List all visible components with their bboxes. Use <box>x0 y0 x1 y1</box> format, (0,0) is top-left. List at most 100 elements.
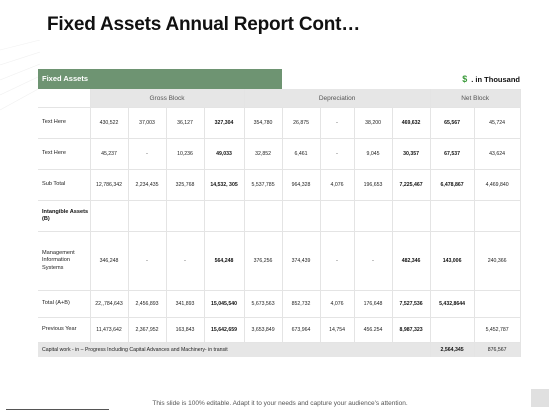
cell: 2,367,952 <box>128 317 167 343</box>
cell: 852,732 <box>282 290 321 318</box>
cell: 7,527,536 <box>392 290 431 318</box>
table-header-bar: Fixed Assets $. in Thousand <box>38 69 520 89</box>
cell: 564,248 <box>204 231 245 291</box>
fixed-assets-label: Fixed Assets <box>38 69 282 89</box>
cell: 964,328 <box>282 169 321 201</box>
cell: 5,537,785 <box>244 169 283 201</box>
cell: - <box>354 231 393 291</box>
cell: 876,567 <box>474 342 521 357</box>
cell: 240,366 <box>474 231 521 291</box>
table-row: Previous Year 11,473,642 2,367,952 163,8… <box>38 317 521 343</box>
cell: 37,003 <box>128 107 167 139</box>
cell <box>354 200 393 232</box>
cell: 376,256 <box>244 231 283 291</box>
dollar-icon: $ <box>462 74 468 84</box>
cell: 11,473,642 <box>90 317 129 343</box>
cell: 5,452,787 <box>474 317 521 343</box>
cell: 45,237 <box>90 138 129 170</box>
cell: 26,875 <box>282 107 321 139</box>
row-label: Text Here <box>38 107 91 139</box>
cell: 45,724 <box>474 107 521 139</box>
cell <box>282 200 321 232</box>
cell: 163,843 <box>166 317 205 343</box>
slide-title: Fixed Assets Annual Report Cont… <box>47 14 361 35</box>
cell: 38,200 <box>354 107 393 139</box>
cell <box>204 200 245 232</box>
row-label: Intangible Assets (B) <box>38 200 91 232</box>
cell: 8,987,323 <box>392 317 431 343</box>
row-label: Sub Total <box>38 169 91 201</box>
cell <box>430 317 475 343</box>
cell: 5,432,8644 <box>430 290 475 318</box>
cell: - <box>128 231 167 291</box>
cell: 325,768 <box>166 169 205 201</box>
cell: 354,780 <box>244 107 283 139</box>
report-table: Gross Block Depreciation Net Block Text … <box>38 89 521 357</box>
table-row: Text Here 45,237 - 10,236 49,033 32,852 … <box>38 138 521 170</box>
cell: 49,033 <box>204 138 245 170</box>
group-spacer <box>38 89 91 108</box>
cell: 176,648 <box>354 290 393 318</box>
cell <box>474 200 521 232</box>
capital-work-row: Capital work - in – Progress Including C… <box>38 342 521 357</box>
cell <box>90 200 129 232</box>
cell: 456.254 <box>354 317 393 343</box>
cell: 196,653 <box>354 169 393 201</box>
row-label: Previous Year <box>38 317 91 343</box>
table-row: Sub Total 12,786,342 2,234,435 325,768 1… <box>38 169 521 201</box>
cell: 9,045 <box>354 138 393 170</box>
cell: 6,478,867 <box>430 169 475 201</box>
cell <box>430 200 475 232</box>
cell <box>244 200 283 232</box>
cell: 32,852 <box>244 138 283 170</box>
cell: 15,045,540 <box>204 290 245 318</box>
cell: 4,076 <box>320 290 355 318</box>
cell: 2,234,435 <box>128 169 167 201</box>
cell: 5,673,563 <box>244 290 283 318</box>
cell: 2,456,893 <box>128 290 167 318</box>
row-label: Management Information Systems <box>38 231 91 291</box>
footer-note: This slide is 100% editable. Adapt it to… <box>152 400 408 407</box>
cell: - <box>128 138 167 170</box>
cell: 67,537 <box>430 138 475 170</box>
footer-divider <box>6 409 109 410</box>
capital-work-label: Capital work - in – Progress Including C… <box>38 342 431 357</box>
cell: 14,754 <box>320 317 355 343</box>
cell: 10,236 <box>166 138 205 170</box>
cell: 673,964 <box>282 317 321 343</box>
group-net-block: Net Block <box>430 89 521 108</box>
fixed-assets-table: Fixed Assets $. in Thousand Gross Block … <box>38 69 521 357</box>
cell: 30,357 <box>392 138 431 170</box>
table-row: Text Here 430,522 37,003 36,127 327,304 … <box>38 107 521 139</box>
cell <box>320 200 355 232</box>
cell: 327,304 <box>204 107 245 139</box>
cell <box>128 200 167 232</box>
cell: 4,076 <box>320 169 355 201</box>
table-row: Intangible Assets (B) <box>38 200 521 232</box>
cell <box>392 200 431 232</box>
table-row: Total (A+B) 22,,784,643 2,456,893 341,89… <box>38 290 521 318</box>
cell: 43,624 <box>474 138 521 170</box>
cell: 65,567 <box>430 107 475 139</box>
cell: 143,006 <box>430 231 475 291</box>
cell: - <box>320 138 355 170</box>
cell: 7,225,467 <box>392 169 431 201</box>
cell: - <box>320 107 355 139</box>
cell: 482,346 <box>392 231 431 291</box>
cell: 469,632 <box>392 107 431 139</box>
cell <box>474 290 521 318</box>
cell: 341,893 <box>166 290 205 318</box>
units-note: $. in Thousand <box>462 74 520 84</box>
cell: 374,439 <box>282 231 321 291</box>
cell: - <box>320 231 355 291</box>
cell: 6,461 <box>282 138 321 170</box>
cell: 2,564,345 <box>430 342 475 357</box>
cell: 14,532, 305 <box>204 169 245 201</box>
cell: 3,653,849 <box>244 317 283 343</box>
cell <box>166 200 205 232</box>
corner-decoration <box>531 389 549 407</box>
cell: - <box>166 231 205 291</box>
row-label: Total (A+B) <box>38 290 91 318</box>
cell: 430,522 <box>90 107 129 139</box>
cell: 12,786,342 <box>90 169 129 201</box>
